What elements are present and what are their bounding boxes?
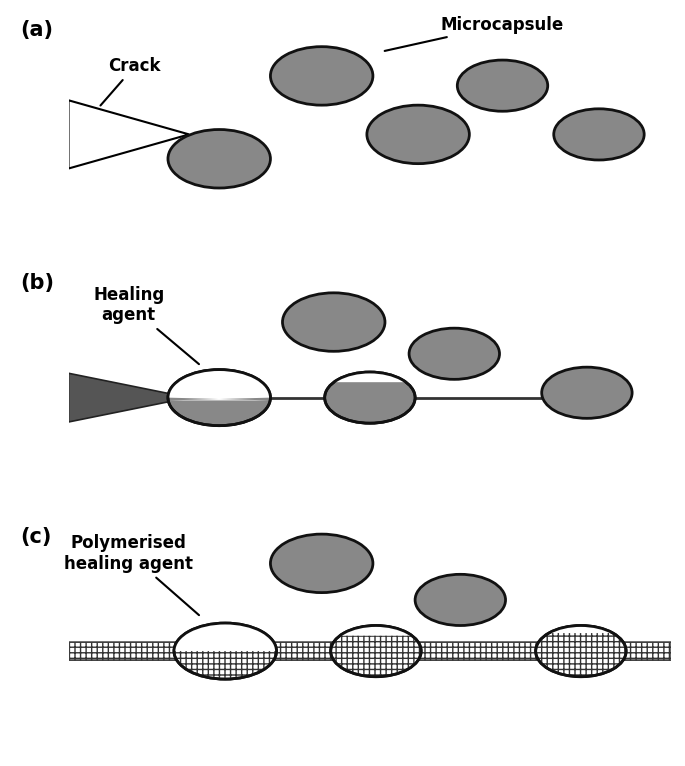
Ellipse shape <box>271 534 373 593</box>
Ellipse shape <box>168 370 271 426</box>
Ellipse shape <box>367 105 469 164</box>
Polygon shape <box>174 623 277 651</box>
Ellipse shape <box>282 293 385 352</box>
Polygon shape <box>68 373 189 422</box>
Polygon shape <box>168 370 271 401</box>
Ellipse shape <box>325 372 415 423</box>
Ellipse shape <box>458 60 548 111</box>
Ellipse shape <box>415 574 506 626</box>
Text: Healing
agent: Healing agent <box>93 286 199 364</box>
Text: Microcapsule: Microcapsule <box>385 16 564 51</box>
Polygon shape <box>334 372 406 382</box>
Bar <box>68 642 671 660</box>
Polygon shape <box>549 626 613 633</box>
Ellipse shape <box>331 626 421 676</box>
Polygon shape <box>340 626 412 636</box>
Text: Crack: Crack <box>101 57 161 106</box>
Ellipse shape <box>168 129 271 188</box>
Text: Polymerised
healing agent: Polymerised healing agent <box>64 534 199 615</box>
Text: (a): (a) <box>21 20 53 40</box>
Ellipse shape <box>409 328 499 379</box>
Ellipse shape <box>174 623 277 679</box>
Ellipse shape <box>536 626 626 676</box>
Polygon shape <box>68 100 189 169</box>
Text: (b): (b) <box>21 273 54 293</box>
Ellipse shape <box>542 367 632 418</box>
Text: (c): (c) <box>21 527 51 547</box>
Bar <box>68 642 671 660</box>
Ellipse shape <box>553 109 644 160</box>
Ellipse shape <box>271 47 373 105</box>
